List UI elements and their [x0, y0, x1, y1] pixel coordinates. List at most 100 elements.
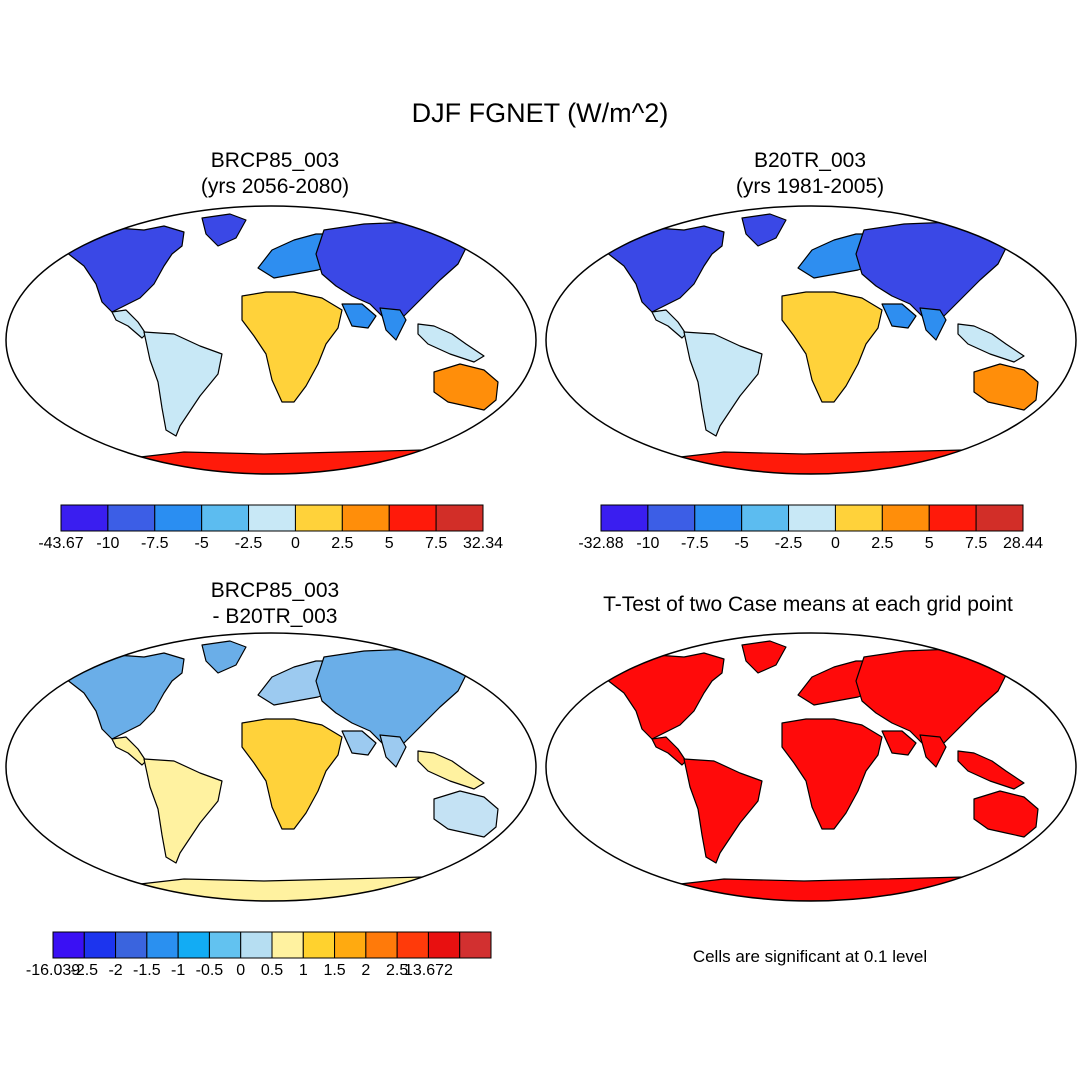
land-antarctica [653, 449, 1015, 474]
colorbar-box [177, 931, 210, 959]
colorbar-label: -5 [734, 535, 749, 552]
land-se-asia [417, 323, 485, 363]
colorbar-box [435, 504, 484, 532]
colorbar-box [396, 931, 429, 959]
colorbar-label: 0 [236, 962, 246, 979]
land-africa [781, 291, 883, 403]
panel-title-b20tr-line2: (yrs 1981-2005) [735, 175, 885, 198]
colorbar-label: -7.5 [140, 535, 169, 552]
colorbar-label: 1 [298, 962, 308, 979]
map-diff [5, 632, 537, 902]
colorbar-label: 2 [361, 962, 371, 979]
panel-title-ttest: T-Test of two Case means at each grid po… [603, 593, 1013, 616]
colorbar-labels-brcp85: -43.67 -10 -7.5 -5 -2.5 0 2.5 5 7.5 32.34 [38, 535, 503, 555]
land-se-asia [957, 750, 1025, 790]
panel-title-diff-line2: - B20TR_003 [212, 605, 338, 628]
land-central-america [651, 309, 687, 339]
land-greenland [741, 640, 787, 674]
land-india [379, 734, 407, 768]
land-south-america [143, 331, 223, 437]
colorbar-label: -0.5 [195, 962, 224, 979]
map-frame [545, 205, 1077, 475]
colorbar-label: -2.5 [234, 535, 263, 552]
colorbar-box [647, 504, 696, 532]
colorbar-box [834, 504, 883, 532]
land-antarctica [113, 876, 475, 901]
colorbar-box [294, 504, 343, 532]
land-greenland [201, 640, 247, 674]
colorbar-label: 7.5 [424, 535, 448, 552]
colorbar-label: 13.672 [403, 962, 453, 979]
colorbar-box [334, 931, 367, 959]
colorbar-label: 5 [384, 535, 394, 552]
land-arabia [881, 730, 917, 756]
colorbar-box [146, 931, 179, 959]
colorbar-box [427, 931, 461, 959]
colorbar-label: 2.5 [331, 535, 354, 552]
colorbar-box [154, 504, 203, 532]
colorbar-label: -1 [171, 962, 186, 979]
colorbar-labels-b20tr: -32.88 -10 -7.5 -5 -2.5 0 2.5 5 7.5 28.44 [578, 535, 1043, 555]
colorbar-label: -2 [108, 962, 123, 979]
land-africa [241, 291, 343, 403]
significance-note: Cells are significant at 0.1 level [692, 947, 928, 966]
colorbar-labels-diff: -16.039 -2.5 -2 -1.5 -1 -0.5 0 0.5 1 1.5 2 2.5 13.67… [26, 962, 492, 982]
colorbar-label: 28.44 [1002, 535, 1044, 552]
map-brcp85 [5, 205, 537, 475]
map-frame [545, 632, 1077, 902]
land-central-america [111, 309, 147, 339]
colorbar-box [83, 931, 117, 959]
colorbar-label: 2.5 [871, 535, 894, 552]
panel-title-brcp85: BRCP85_003 (yrs 2056-2080) [95, 148, 455, 200]
land-central-america [651, 736, 687, 766]
land-india [919, 307, 947, 341]
colorbar-label: 5 [924, 535, 934, 552]
map-ttest [545, 632, 1077, 902]
land-africa [241, 718, 343, 830]
colorbar-label: 0.5 [260, 962, 284, 979]
colorbar-b20tr [600, 504, 1024, 532]
panel-title-diff: BRCP85_003 - B20TR_003 [95, 578, 455, 630]
map-frame [5, 632, 537, 902]
panel-title-brcp85-line2: (yrs 2056-2080) [200, 175, 350, 198]
land-greenland [741, 213, 787, 247]
land-central-america [111, 736, 147, 766]
colorbar-label: -2.5 [70, 962, 99, 979]
land-australia [433, 363, 499, 411]
colorbar-box [115, 931, 148, 959]
colorbar-label: -32.88 [578, 535, 624, 552]
land-australia [973, 363, 1039, 411]
land-arabia [341, 730, 377, 756]
colorbar-box [365, 931, 398, 959]
land-india [919, 734, 947, 768]
colorbar-label: 0 [830, 535, 840, 552]
colorbar-box [201, 504, 250, 532]
colorbar-label: -10 [96, 535, 120, 552]
land-arabia [881, 303, 917, 329]
panel-title-b20tr-line1: B20TR_003 [753, 149, 867, 172]
colorbar-box [302, 931, 336, 959]
colorbar-box [208, 931, 242, 959]
land-australia [433, 790, 499, 838]
colorbar-box [928, 504, 977, 532]
land-antarctica [653, 876, 1015, 901]
colorbar-label: 7.5 [964, 535, 988, 552]
land-antarctica [113, 449, 475, 474]
colorbar-box [107, 504, 156, 532]
colorbar-label: -2.5 [774, 535, 803, 552]
colorbar-box [60, 504, 109, 532]
colorbar-box [271, 931, 304, 959]
land-australia [973, 790, 1039, 838]
colorbar-label: -5 [194, 535, 209, 552]
colorbar-box [881, 504, 930, 532]
colorbar-box [975, 504, 1024, 532]
figure-title: DJF FGNET (W/m^2) [411, 98, 669, 128]
colorbar-box [52, 931, 85, 959]
colorbar-box [600, 504, 649, 532]
colorbar-box [240, 931, 273, 959]
colorbar-label: -16.039 [25, 962, 81, 979]
land-se-asia [957, 323, 1025, 363]
panel-title-diff-line1: BRCP85_003 [210, 579, 340, 602]
colorbar-label: 2.5 [386, 962, 409, 979]
map-frame [5, 205, 537, 475]
